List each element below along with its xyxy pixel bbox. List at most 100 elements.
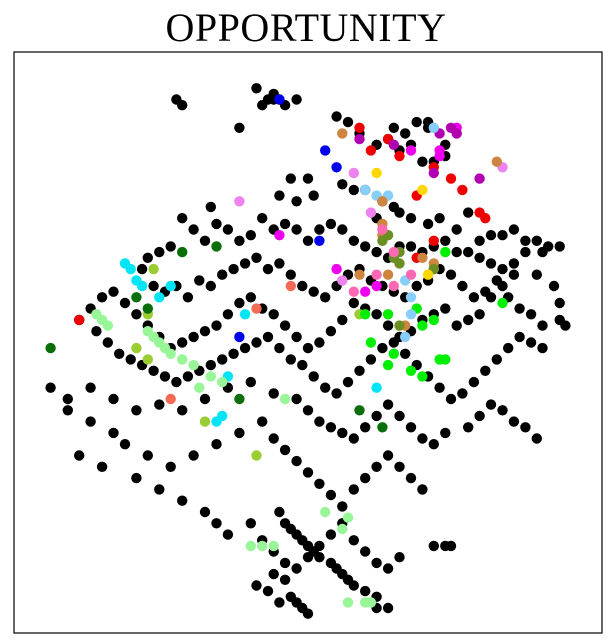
- scatter-point: [125, 354, 136, 365]
- scatter-point: [262, 331, 274, 343]
- scatter-point: [371, 410, 382, 422]
- scatter-point: [342, 512, 354, 523]
- scatter-point: [394, 150, 405, 162]
- scatter-point: [382, 320, 394, 331]
- scatter-point: [360, 585, 371, 597]
- scatter-point: [382, 399, 394, 410]
- scatter-point: [177, 337, 188, 348]
- scatter-point: [285, 173, 296, 184]
- scatter-point: [428, 540, 439, 552]
- scatter-point: [239, 258, 251, 269]
- scatter-point: [154, 399, 165, 410]
- scatter-point: [382, 309, 394, 320]
- scatter-point: [354, 365, 365, 376]
- scatter-point: [537, 342, 548, 354]
- scatter-point: [560, 320, 571, 331]
- scatter-point: [279, 218, 291, 230]
- scatter-point: [348, 297, 359, 309]
- scatter-point: [548, 280, 560, 292]
- scatter-point: [171, 94, 182, 105]
- scatter-point: [365, 337, 377, 348]
- scatter-point: [285, 280, 296, 292]
- scatter-point: [217, 269, 228, 280]
- scatter-point: [257, 416, 268, 427]
- scatter-point: [211, 320, 222, 331]
- scatter-point: [182, 371, 194, 382]
- scatter-point: [348, 286, 359, 297]
- scatter-point: [428, 235, 439, 246]
- scatter-point: [474, 309, 485, 320]
- scatter-point: [188, 359, 199, 371]
- scatter-point: [251, 337, 262, 348]
- scatter-point: [234, 235, 245, 246]
- scatter-point: [451, 320, 462, 331]
- scatter-point: [274, 506, 285, 518]
- scatter-point: [485, 399, 497, 410]
- scatter-point: [257, 213, 268, 224]
- scatter-point: [234, 196, 245, 207]
- scatter-point: [468, 376, 480, 388]
- scatter-point: [154, 292, 165, 303]
- scatter-point: [440, 354, 451, 365]
- scatter-point: [497, 263, 508, 275]
- scatter-point: [400, 348, 411, 359]
- scatter-point: [154, 484, 165, 495]
- scatter-point: [136, 280, 148, 292]
- scatter-point: [434, 382, 445, 393]
- scatter-point: [45, 342, 56, 354]
- scatter-point: [525, 309, 537, 320]
- scatter-point: [348, 235, 359, 246]
- scatter-point: [417, 156, 428, 167]
- scatter-point: [422, 218, 434, 230]
- scatter-point: [245, 230, 256, 241]
- scatter-point: [108, 286, 119, 297]
- scatter-point: [308, 190, 319, 201]
- scatter-point: [131, 292, 142, 303]
- scatter-point: [199, 393, 211, 405]
- scatter-point: [480, 365, 491, 376]
- scatter-point: [62, 405, 73, 416]
- scatter-point: [520, 422, 531, 433]
- scatter-point: [302, 235, 314, 246]
- scatter-point: [434, 213, 445, 224]
- scatter-point: [239, 309, 251, 320]
- scatter-point: [337, 501, 348, 512]
- scatter-point: [405, 292, 417, 303]
- scatter-point: [348, 535, 359, 546]
- scatter-point: [388, 122, 399, 133]
- scatter-point: [342, 597, 354, 608]
- scatter-point: [457, 184, 468, 196]
- scatter-point: [337, 128, 348, 139]
- scatter-point: [342, 116, 354, 128]
- scatter-point: [171, 376, 182, 388]
- scatter-point: [463, 314, 474, 326]
- scatter-point: [371, 382, 382, 393]
- scatter-point: [279, 444, 291, 456]
- scatter-point: [354, 133, 365, 145]
- scatter-point: [405, 422, 417, 433]
- scatter-point: [405, 241, 417, 252]
- scatter-point: [96, 461, 108, 472]
- scatter-point: [382, 269, 394, 280]
- scatter-point: [268, 309, 279, 320]
- scatter-point: [554, 241, 565, 252]
- scatter-point: [274, 597, 285, 608]
- scatter-point: [108, 393, 119, 405]
- scatter-point: [445, 540, 457, 552]
- scatter-point: [394, 207, 405, 218]
- scatter-point: [302, 405, 314, 416]
- scatter-point: [274, 230, 285, 241]
- scatter-point: [400, 331, 411, 343]
- scatter-point: [405, 309, 417, 320]
- scatter-point: [177, 405, 188, 416]
- scatter-point: [520, 246, 531, 258]
- scatter-point: [497, 297, 508, 309]
- scatter-point: [400, 128, 411, 139]
- scatter-point: [205, 359, 216, 371]
- scatter-point: [428, 167, 439, 179]
- scatter-point: [125, 263, 136, 275]
- scatter-point: [320, 506, 331, 518]
- scatter-point: [314, 337, 325, 348]
- scatter-point: [279, 393, 291, 405]
- scatter-point: [268, 388, 279, 399]
